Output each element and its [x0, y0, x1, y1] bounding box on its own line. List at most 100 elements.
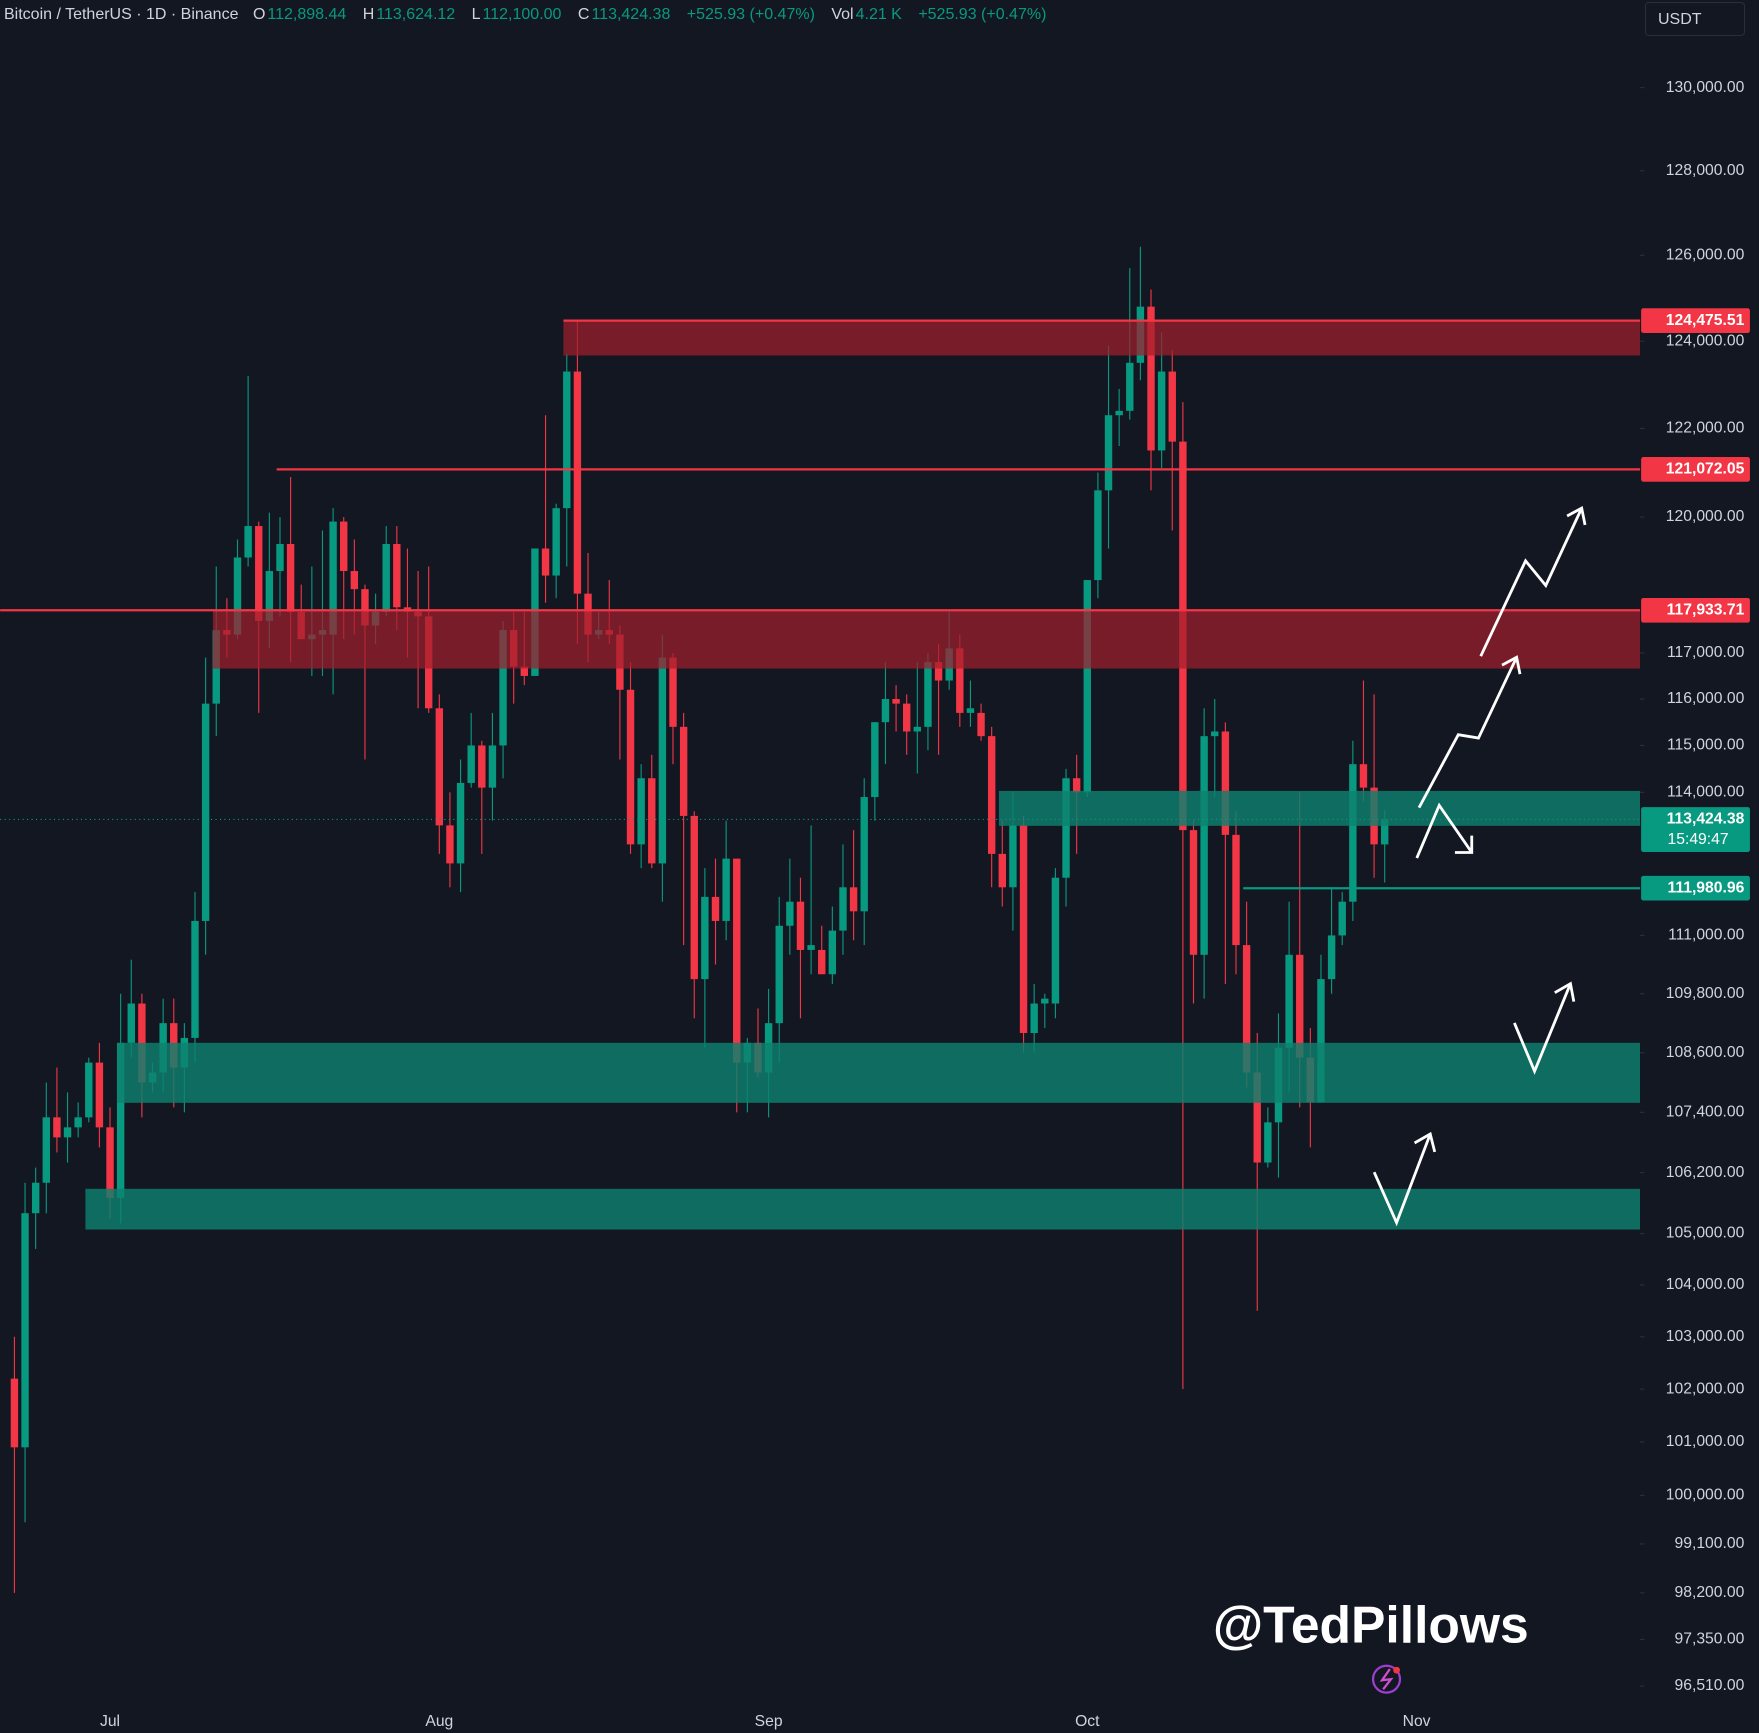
candle-body — [435, 708, 444, 826]
candle-body — [828, 930, 837, 975]
level-label: 111,980.96 — [1668, 879, 1745, 896]
currency-button[interactable]: USDT — [1645, 2, 1745, 36]
candle-body — [382, 543, 390, 612]
zone — [212, 610, 1641, 669]
y-tick-label: 104,000.00 — [1666, 1276, 1745, 1293]
candle-body — [116, 1042, 125, 1198]
candle-body — [775, 925, 783, 1024]
y-tick-label: 130,000.00 — [1666, 79, 1745, 96]
level-label-box — [1641, 597, 1750, 623]
ohlc-key: L — [471, 6, 481, 23]
candle-body — [1285, 954, 1293, 1048]
candle-body — [1062, 778, 1070, 878]
y-tick-label: 107,400.00 — [1666, 1103, 1745, 1120]
candle-body — [1327, 935, 1336, 980]
candle-body — [393, 543, 401, 608]
arrow-head — [1501, 655, 1522, 675]
candle-body — [626, 689, 635, 845]
level-label-box — [1641, 875, 1750, 901]
candle-body — [1338, 901, 1346, 936]
candle-body — [1094, 490, 1102, 581]
candle-body — [1041, 998, 1049, 1004]
y-tick-label: 96,510.00 — [1675, 1677, 1745, 1694]
zone — [85, 1188, 1641, 1230]
level-label: 121,072.05 — [1666, 461, 1745, 478]
candle-body — [977, 712, 985, 737]
y-tick-label: 116,000.00 — [1667, 690, 1745, 707]
candle-body — [1009, 825, 1017, 888]
candle-body — [10, 1378, 19, 1448]
candle-body — [1264, 1122, 1272, 1163]
candle-body — [127, 1003, 135, 1043]
candle-body — [520, 666, 528, 676]
candle-body — [722, 858, 730, 921]
candle-body — [1349, 764, 1357, 902]
candle-body — [786, 901, 794, 926]
y-tick-label: 128,000.00 — [1666, 162, 1745, 179]
candle-body — [21, 1213, 29, 1448]
arrow-head — [1566, 505, 1587, 526]
candle-body — [478, 745, 486, 788]
candle-body — [849, 887, 858, 912]
candle-body — [85, 1062, 93, 1118]
candle-body — [733, 858, 741, 1063]
change: +525.93 (+0.47%) — [686, 6, 815, 23]
y-tick-label: 98,200.00 — [1675, 1584, 1745, 1601]
candle-body — [1296, 954, 1304, 1058]
y-tick-label: 101,000.00 — [1666, 1433, 1745, 1450]
candle-body — [1242, 945, 1251, 1073]
y-tick-label: 120,000.00 — [1666, 508, 1745, 525]
candle-body — [818, 949, 826, 975]
candle-body — [1072, 778, 1081, 793]
candle-body — [1200, 736, 1208, 955]
arrow-head — [1454, 835, 1474, 854]
candle-body — [701, 896, 709, 980]
ohlc-key: C — [577, 6, 590, 23]
candle-body — [902, 703, 911, 732]
candle-body — [541, 548, 550, 576]
y-tick-label: 97,350.00 — [1675, 1631, 1745, 1648]
candle-body — [1030, 1003, 1038, 1033]
candle-body — [467, 745, 475, 783]
candle-body — [871, 722, 879, 798]
candle-body — [1253, 1072, 1261, 1163]
countdown: 15:49:47 — [1668, 831, 1729, 848]
candle-body — [106, 1127, 114, 1198]
candle-body — [913, 726, 922, 732]
legend-header: Bitcoin / TetherUS · 1D · Binance O 112,8… — [4, 6, 1058, 24]
candle-body — [711, 896, 720, 921]
candle-body — [934, 662, 943, 681]
y-tick-label: 124,000.00 — [1666, 332, 1745, 349]
candle-body — [286, 543, 295, 612]
arrow — [1415, 802, 1473, 859]
candle-body — [892, 699, 900, 704]
symbol: Bitcoin / TetherUS · 1D · Binance — [4, 6, 239, 23]
zone — [998, 790, 1641, 826]
candle-body — [1147, 306, 1155, 451]
candle-body — [573, 371, 582, 594]
y-tick-label: 114,000.00 — [1667, 783, 1745, 800]
price-axis — [1640, 0, 1759, 1733]
vol-value: 4.21 K — [855, 6, 902, 23]
candle-body — [1211, 731, 1219, 737]
candle-body — [53, 1117, 61, 1138]
candle-body — [669, 657, 677, 727]
arrow-head — [1413, 1131, 1437, 1153]
vol-key: Vol — [831, 6, 854, 23]
candle-body — [329, 521, 337, 635]
candle-body — [74, 1117, 82, 1128]
y-tick-label: 106,200.00 — [1666, 1164, 1745, 1181]
y-tick-label: 108,600.00 — [1666, 1044, 1745, 1061]
y-tick-label: 100,000.00 — [1666, 1487, 1745, 1504]
candle-body — [499, 630, 507, 746]
candle-body — [233, 557, 242, 635]
annotation-arrows — [1372, 505, 1587, 1227]
candle-body — [276, 543, 284, 572]
candle-body — [1232, 834, 1240, 946]
candle-body — [191, 920, 199, 1038]
candle-body — [998, 853, 1007, 888]
watermark: @TedPillows — [1213, 1595, 1529, 1653]
y-tick-label: 111,000.00 — [1668, 927, 1744, 944]
candle-body — [1157, 371, 1166, 451]
